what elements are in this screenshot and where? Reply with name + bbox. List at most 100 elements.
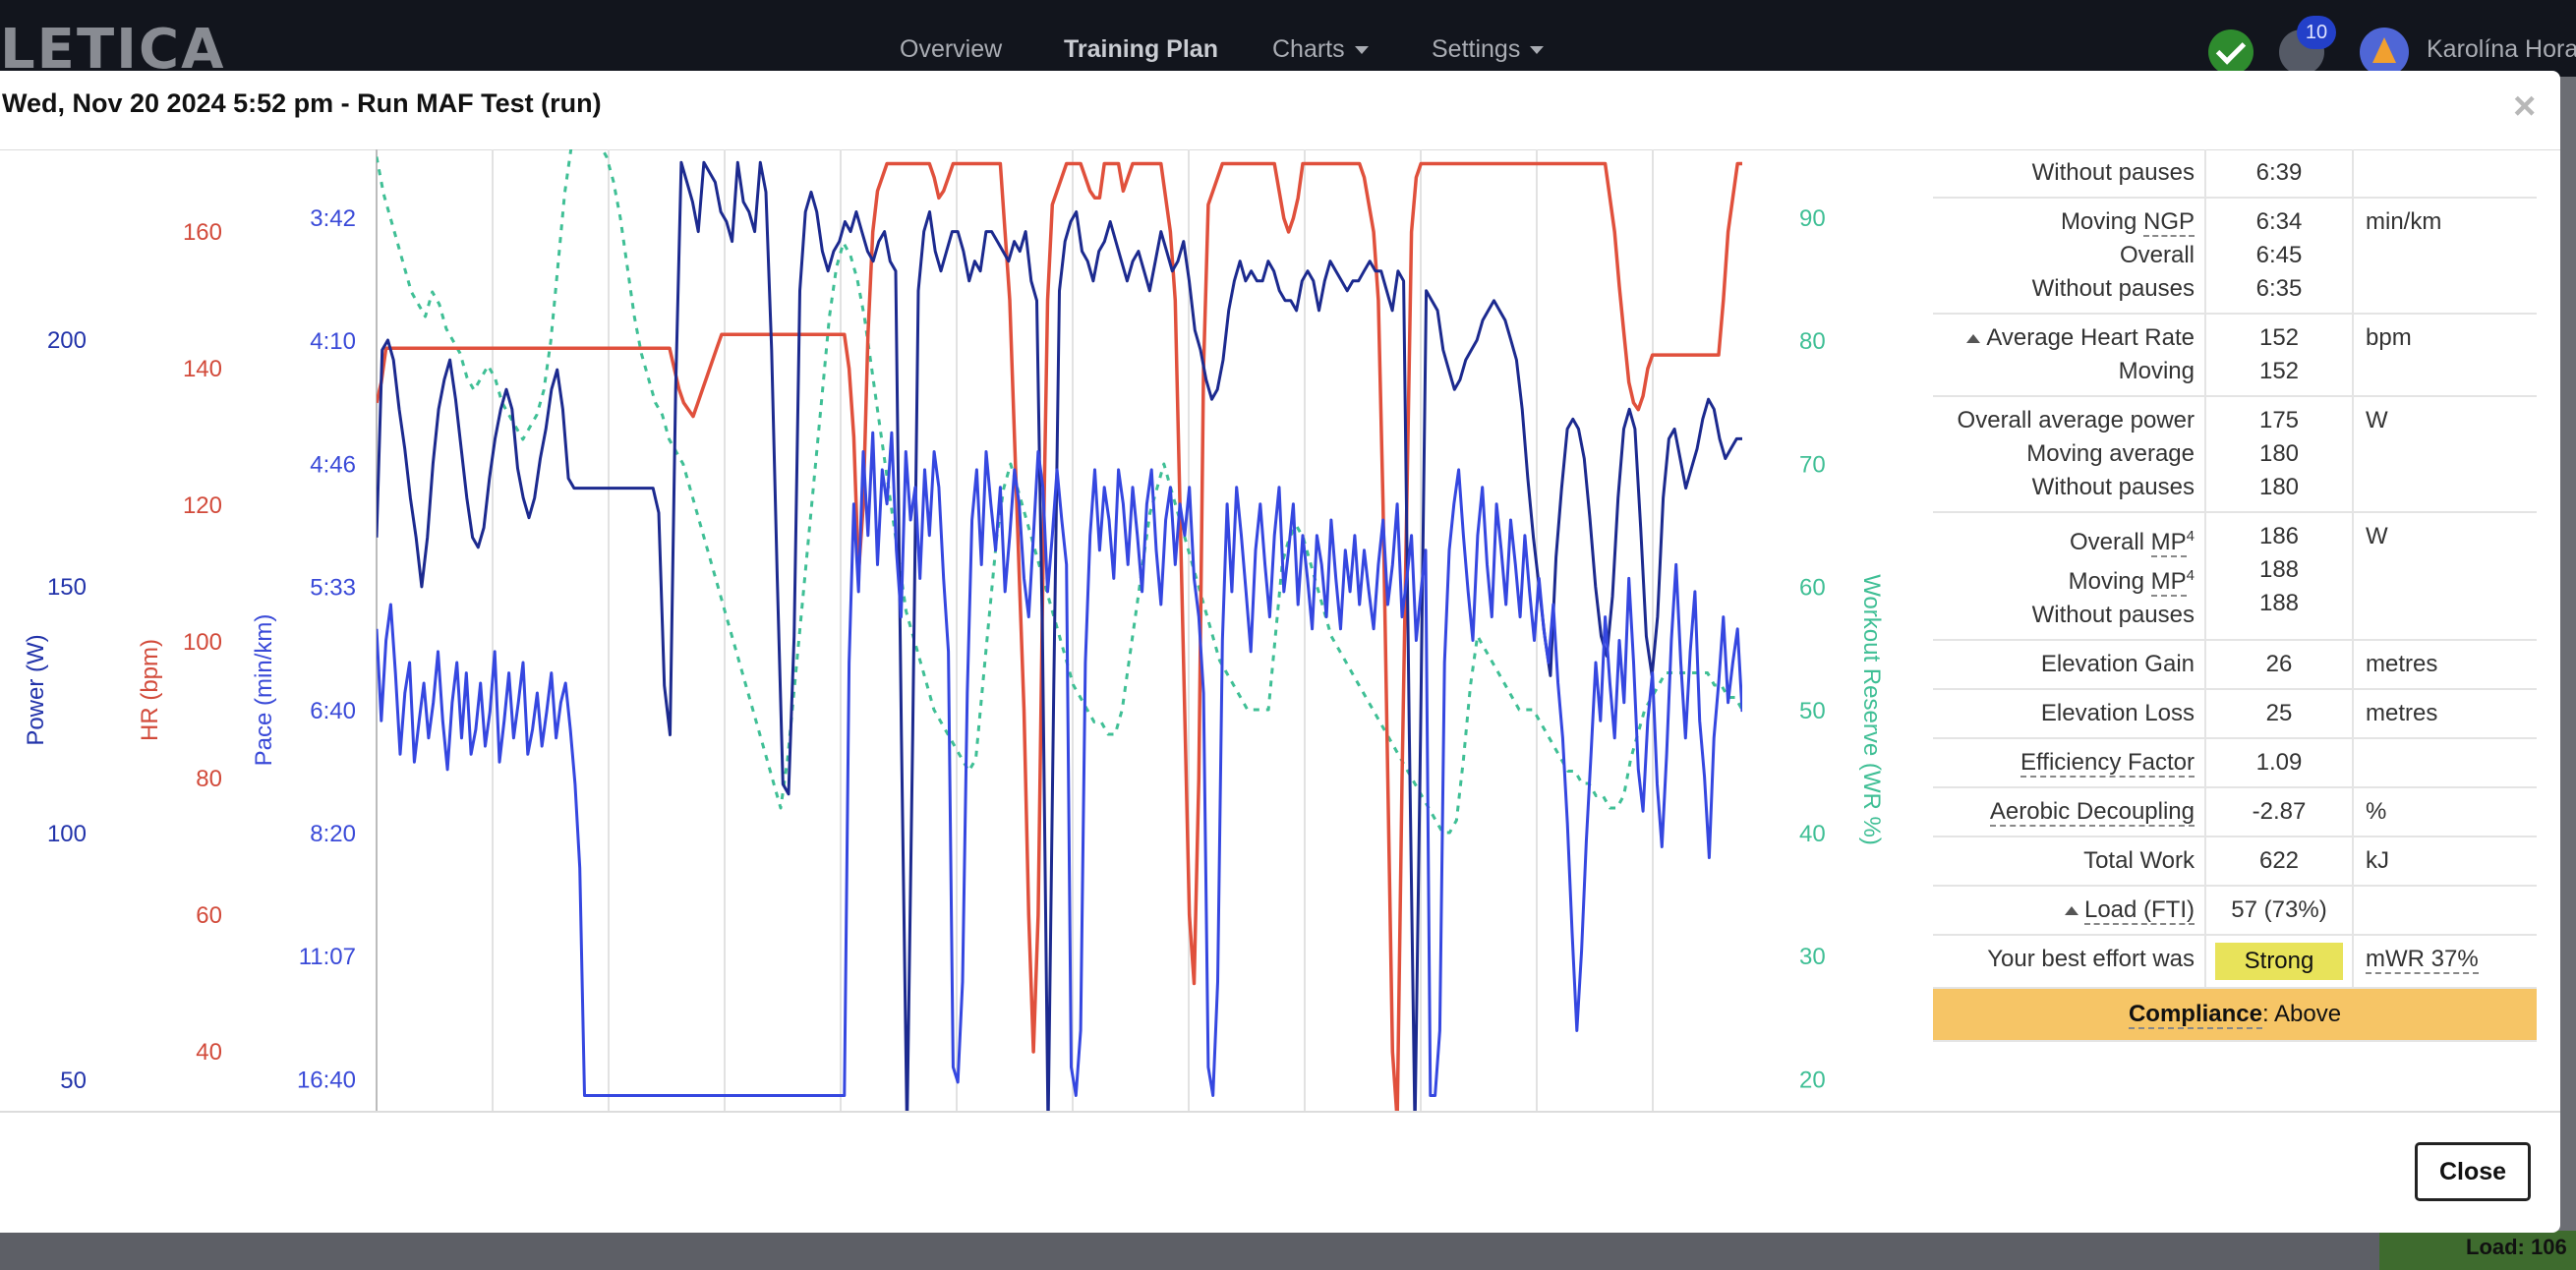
stat-unit: % — [2353, 787, 2537, 837]
stat-value: 188 — [2258, 590, 2300, 616]
notification-count-badge[interactable]: 10 — [2297, 16, 2336, 49]
stat-value: 6:39 — [2255, 159, 2303, 186]
chart-series — [377, 149, 1742, 1111]
modal-header: Wed, Nov 20 2024 5:52 pm - Run MAF Test … — [0, 71, 2560, 150]
activity-chart[interactable]: 200 150 100 50 160 140 120 100 80 60 40 3:42 4:10 4:4… — [0, 149, 1927, 1111]
series-line-hr — [377, 161, 1742, 1111]
series-line-pace — [377, 431, 1742, 1097]
tick-label-hr: 140 — [183, 356, 222, 382]
collapse-caret-icon[interactable] — [2064, 906, 2078, 916]
close-button[interactable]: Close — [2415, 1142, 2531, 1201]
stat-value: 180 — [2258, 474, 2300, 500]
nav-settings-label: Settings — [1432, 35, 1521, 63]
load-toggle[interactable]: Load (FTI) — [1933, 894, 2195, 927]
stat-label-overall-mp: Overall MP4 — [2069, 528, 2195, 557]
stat-value: 186 — [2258, 523, 2300, 549]
table-row: Elevation Gain 26 metres — [1933, 640, 2537, 690]
table-row: Without pauses 6:39 — [1933, 149, 2537, 199]
stat-unit: kJ — [2353, 837, 2537, 887]
stat-unit: W — [2353, 512, 2537, 641]
sync-status-check-icon[interactable] — [2208, 29, 2254, 75]
collapse-caret-icon[interactable] — [1966, 334, 1981, 344]
nav-overview[interactable]: Overview — [900, 35, 1003, 63]
stat-value: 188 — [2258, 556, 2300, 583]
mwr-value[interactable]: mWR 37% — [2366, 946, 2479, 974]
tick-label-hr: 40 — [196, 1039, 222, 1066]
stat-label: Without pauses — [2031, 602, 2195, 628]
effort-badge: Strong — [2214, 943, 2344, 980]
aerobic-decoupling-label[interactable]: Aerobic Decoupling — [1989, 798, 2195, 827]
stat-value: 152 — [2258, 358, 2300, 384]
nav-charts[interactable]: Charts — [1272, 35, 1369, 64]
series-line-power — [377, 160, 1742, 1111]
chart-axis-ticks: 200 150 100 50 160 140 120 100 80 60 40 3:42 4:10 4:4… — [47, 205, 1826, 1094]
tick-label-pace: 6:40 — [310, 698, 356, 724]
tick-label-wr: 90 — [1799, 205, 1826, 232]
stats-panel: Without pauses 6:39 Moving NGP Overall W… — [1933, 149, 2537, 1111]
efficiency-factor-label[interactable]: Efficiency Factor — [2020, 749, 2195, 778]
stat-value: 6:45 — [2255, 242, 2303, 268]
table-row: Load (FTI) 57 (73%) — [1933, 886, 2537, 936]
user-name[interactable]: Karolína Hora — [2427, 35, 2576, 63]
mp-abbr[interactable]: MP — [2150, 568, 2187, 597]
stat-value: 25 — [2265, 700, 2293, 726]
tick-label-hr: 60 — [196, 902, 222, 929]
stat-label: Elevation Loss — [2040, 700, 2195, 726]
stat-label: Your best effort was — [1987, 946, 2195, 972]
table-row: Moving NGP Overall Without pauses 6:34 6… — [1933, 198, 2537, 315]
activity-modal: Wed, Nov 20 2024 5:52 pm - Run MAF Test … — [0, 71, 2560, 1233]
user-avatar[interactable] — [2360, 28, 2409, 77]
nav-training-plan[interactable]: Training Plan — [1064, 35, 1218, 63]
close-icon[interactable]: × — [2513, 85, 2537, 128]
tick-label-hr: 100 — [183, 629, 222, 656]
stat-label: Without pauses — [2031, 275, 2195, 302]
stats-table: Without pauses 6:39 Moving NGP Overall W… — [1933, 149, 2537, 1042]
mp-superscript: 4 — [2186, 528, 2195, 545]
tick-label-wr: 70 — [1799, 451, 1826, 478]
stat-value: 6:35 — [2255, 275, 2303, 302]
stat-label: Overall average power — [1957, 407, 2195, 433]
stat-label-moving-mp: Moving MP4 — [2068, 567, 2195, 597]
tick-label-pace: 3:42 — [310, 205, 356, 232]
tick-label-hr: 80 — [196, 766, 222, 792]
stat-value: 57 (73%) — [2231, 896, 2327, 923]
stat-value: -2.87 — [2252, 798, 2307, 825]
tick-label-pace: 16:40 — [297, 1067, 356, 1093]
stat-label: Moving — [2118, 358, 2195, 384]
load-label[interactable]: Load (FTI) — [2083, 896, 2195, 925]
tick-label-hr: 160 — [183, 219, 222, 246]
table-row: Average Heart Rate Moving 152 152 bpm — [1933, 314, 2537, 397]
tick-label-wr: 30 — [1799, 944, 1826, 970]
mp-abbr[interactable]: MP — [2150, 529, 2187, 557]
stat-label: Without pauses — [2031, 159, 2195, 186]
table-row: Efficiency Factor 1.09 — [1933, 738, 2537, 788]
chevron-down-icon — [1530, 46, 1545, 55]
ngp-abbr[interactable]: NGP — [2142, 208, 2195, 237]
stat-value: 622 — [2258, 847, 2300, 874]
tick-label-hr: 120 — [183, 492, 222, 519]
compliance-label[interactable]: Compliance — [2128, 1001, 2262, 1029]
series-line-wr — [377, 149, 1742, 835]
stat-label-average-hr[interactable]: Average Heart Rate — [1933, 321, 2195, 355]
table-row: Elevation Loss 25 metres — [1933, 689, 2537, 739]
chart-grid — [376, 149, 1654, 1111]
tick-label-power: 100 — [47, 821, 87, 847]
stat-label: Moving average — [2026, 440, 2195, 467]
tick-label-power: 200 — [47, 327, 87, 354]
stat-unit: metres — [2353, 640, 2537, 690]
stat-value: 152 — [2258, 324, 2300, 351]
stat-unit: metres — [2353, 689, 2537, 739]
tick-label-pace: 8:20 — [310, 821, 356, 847]
stat-unit: W — [2353, 396, 2537, 513]
stat-value: 26 — [2265, 651, 2293, 677]
stat-unit: min/km — [2353, 198, 2537, 315]
background-load-cell — [2379, 1231, 2576, 1270]
stat-value: 175 — [2258, 407, 2300, 433]
nav-charts-label: Charts — [1272, 35, 1345, 63]
table-row: Total Work 622 kJ — [1933, 837, 2537, 887]
nav-settings[interactable]: Settings — [1432, 35, 1545, 64]
mp-superscript: 4 — [2186, 567, 2195, 584]
stat-label: Elevation Gain — [2040, 651, 2195, 677]
top-navbar: LETICA Overview Training Plan Charts Set… — [0, 0, 2576, 82]
axis-label-power: Power (W) — [23, 634, 49, 745]
